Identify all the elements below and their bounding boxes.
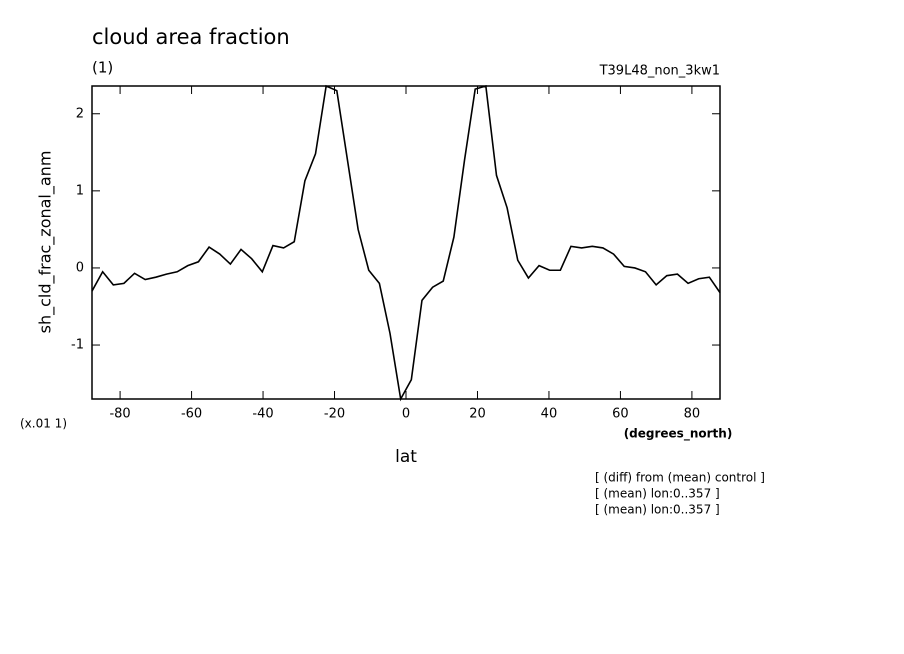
x-axis-label: lat: [395, 447, 417, 467]
x-tick-label: 60: [612, 407, 629, 422]
y-tick-label: -1: [71, 338, 84, 353]
y-scale-note: (x.01 1): [20, 417, 67, 431]
x-tick-label: 0: [402, 407, 410, 422]
y-tick-label: 0: [76, 260, 84, 275]
annotation: [ (mean) lon:0..357 ]: [595, 503, 720, 517]
x-tick-label: 40: [541, 407, 558, 422]
annotation: [ (diff) from (mean) control ]: [595, 471, 765, 485]
experiment: T39L48_non_3kw1: [599, 64, 720, 79]
x-tick-label: 80: [684, 407, 701, 422]
x-tick-label: -60: [181, 407, 202, 422]
x-tick-label: -80: [109, 407, 130, 422]
subtitle: (1): [92, 59, 113, 77]
y-tick-label: 1: [76, 183, 84, 198]
annotation: [ (mean) lon:0..357 ]: [595, 487, 720, 501]
x-tick-label: -40: [252, 407, 273, 422]
x-tick-label: 20: [469, 407, 486, 422]
x-units: (degrees_north): [624, 427, 733, 442]
y-axis-label: sh_cld_frac_zonal_anm: [36, 151, 56, 334]
y-tick-label: 2: [76, 106, 84, 121]
data-line: [91, 84, 721, 402]
chart-title: cloud area fraction: [92, 25, 290, 49]
x-tick-label: -20: [324, 407, 345, 422]
